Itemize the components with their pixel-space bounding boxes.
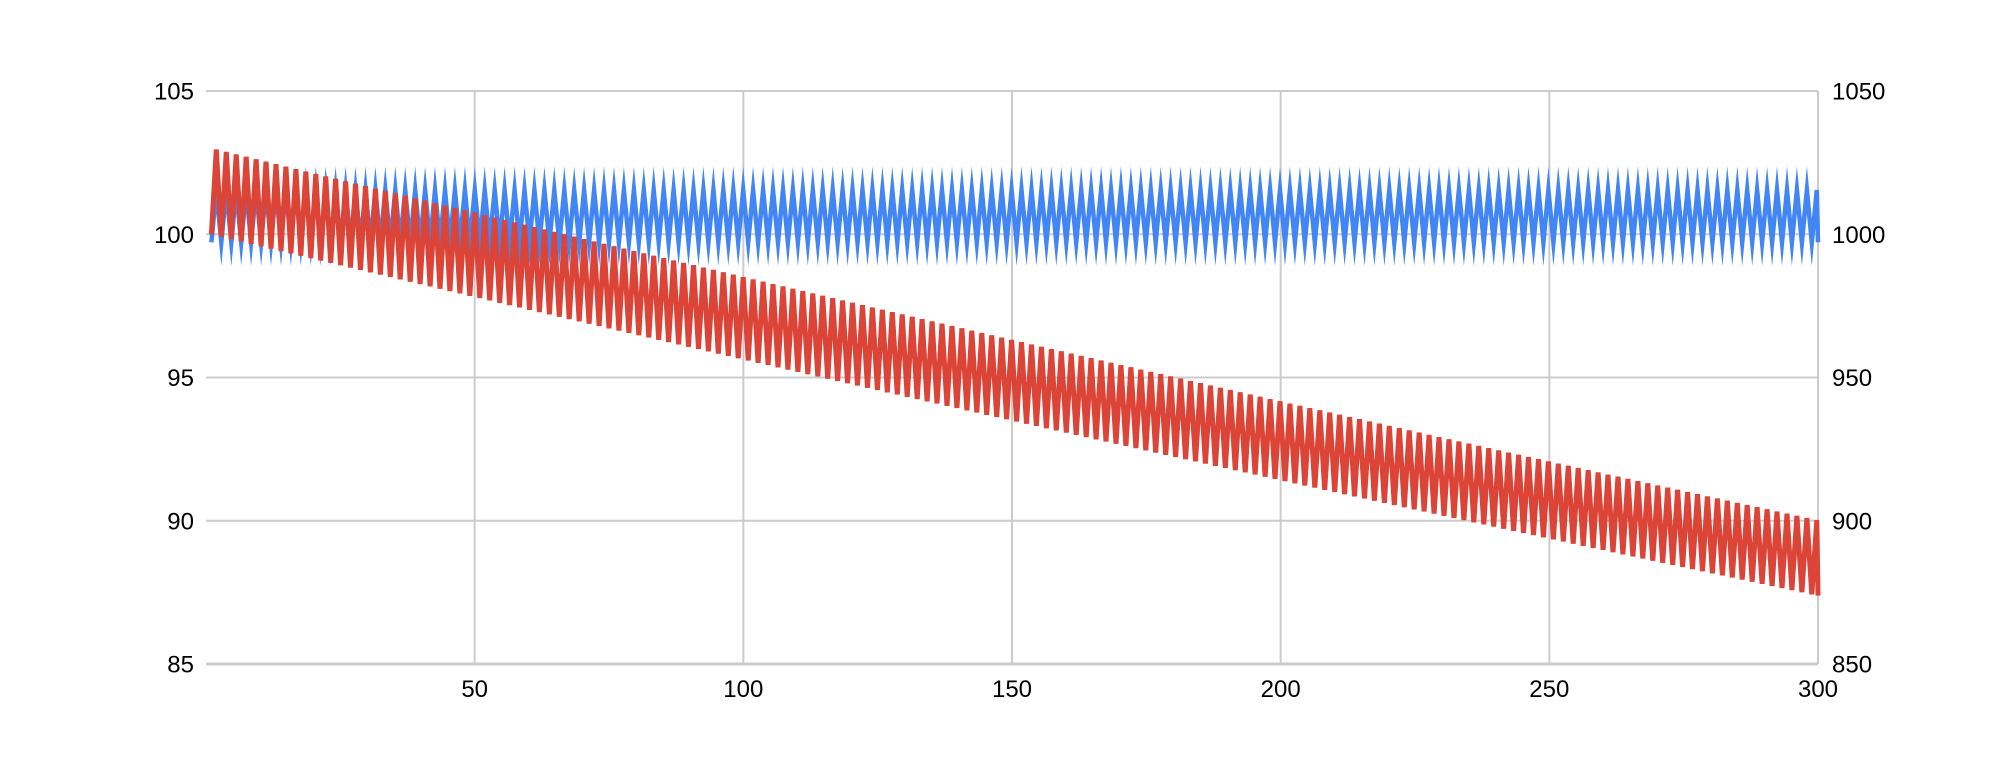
blue-series-line [209, 166, 1821, 267]
right-axis-tick-label: 1050 [1832, 79, 1885, 106]
x-axis-tick-label: 50 [461, 676, 488, 703]
right-axis-tick-label: 1000 [1832, 222, 1885, 249]
x-axis-tick-label: 150 [992, 676, 1032, 703]
x-axis-tick-label: 100 [723, 676, 763, 703]
right-axis-tick-label: 850 [1832, 652, 1872, 679]
left-axis-tick-label: 90 [167, 508, 194, 535]
left-axis-tick-label: 100 [154, 222, 194, 249]
x-axis-tick-label: 250 [1529, 676, 1569, 703]
x-axis-tick-label: 200 [1261, 676, 1301, 703]
red-series-line [208, 149, 1821, 596]
left-axis-tick-label: 85 [167, 652, 194, 679]
right-axis-tick-label: 900 [1832, 508, 1872, 535]
left-axis-tick-label: 95 [167, 365, 194, 392]
left-axis-tick-label: 105 [154, 79, 194, 106]
x-axis-tick-label: 300 [1798, 676, 1838, 703]
right-axis-tick-label: 950 [1832, 365, 1872, 392]
